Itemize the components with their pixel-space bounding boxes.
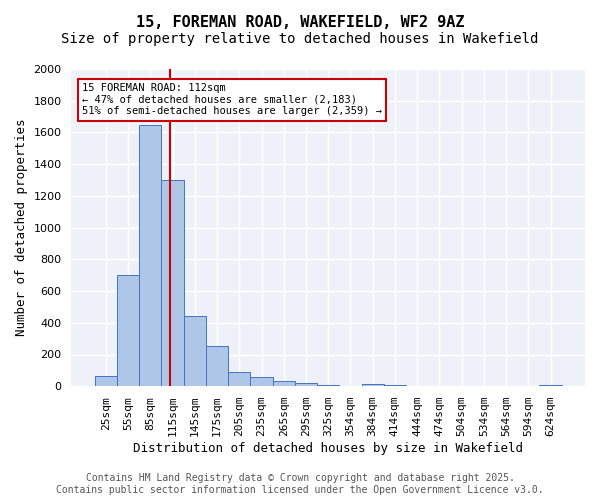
Text: Size of property relative to detached houses in Wakefield: Size of property relative to detached ho…: [61, 32, 539, 46]
Text: 15, FOREMAN ROAD, WAKEFIELD, WF2 9AZ: 15, FOREMAN ROAD, WAKEFIELD, WF2 9AZ: [136, 15, 464, 30]
Bar: [206, 346, 228, 386]
Bar: [317, 384, 340, 386]
Bar: [295, 383, 317, 386]
Bar: [362, 384, 384, 386]
Bar: [117, 275, 139, 386]
Bar: [250, 378, 272, 386]
Bar: [139, 124, 161, 386]
Bar: [228, 372, 250, 386]
Bar: [161, 180, 184, 386]
Text: Contains HM Land Registry data © Crown copyright and database right 2025.
Contai: Contains HM Land Registry data © Crown c…: [56, 474, 544, 495]
Y-axis label: Number of detached properties: Number of detached properties: [15, 119, 28, 336]
Bar: [539, 384, 562, 386]
Bar: [384, 384, 406, 386]
X-axis label: Distribution of detached houses by size in Wakefield: Distribution of detached houses by size …: [133, 442, 523, 455]
Bar: [184, 316, 206, 386]
Bar: [272, 380, 295, 386]
Bar: [95, 376, 117, 386]
Text: 15 FOREMAN ROAD: 112sqm
← 47% of detached houses are smaller (2,183)
51% of semi: 15 FOREMAN ROAD: 112sqm ← 47% of detache…: [82, 84, 382, 116]
